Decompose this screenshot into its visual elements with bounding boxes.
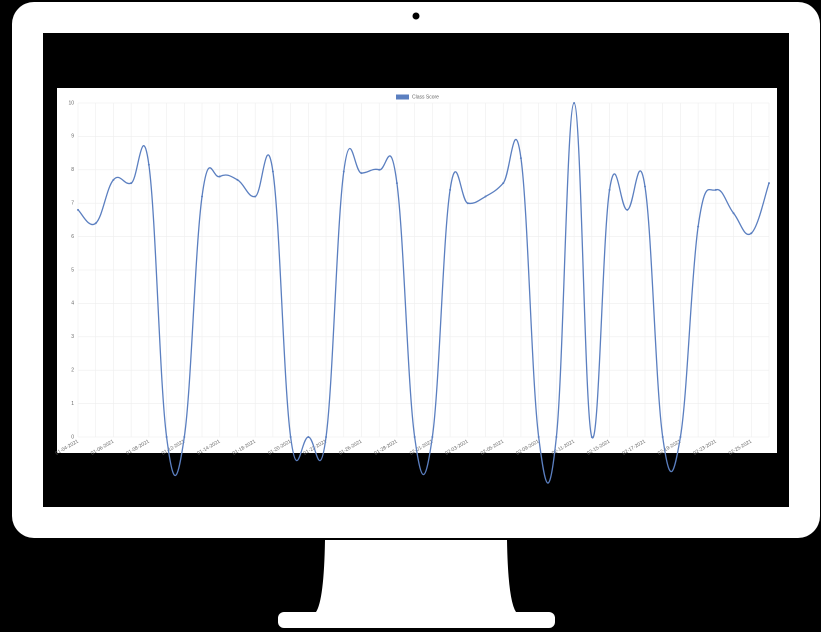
legend-label: Class Score: [412, 94, 439, 100]
y-tick-label: 6: [71, 234, 74, 240]
point: [254, 195, 257, 198]
point: [573, 102, 576, 104]
point: [750, 232, 753, 235]
point: [201, 195, 204, 198]
point: [307, 436, 310, 438]
point: [697, 225, 700, 228]
point: [714, 188, 717, 191]
point: [183, 436, 186, 438]
y-tick-label: 9: [71, 134, 74, 140]
monitor-base: [278, 612, 555, 628]
y-tick-label: 8: [71, 167, 74, 173]
point: [466, 202, 469, 205]
y-tick-label: 4: [71, 301, 74, 307]
point: [271, 170, 274, 173]
legend-swatch: [396, 94, 409, 100]
point: [643, 185, 646, 188]
point: [661, 436, 664, 438]
point: [165, 436, 168, 438]
y-tick-label: 1: [71, 401, 74, 407]
point: [484, 195, 487, 198]
point: [378, 168, 381, 171]
point: [608, 188, 611, 191]
point: [431, 436, 434, 438]
point: [325, 436, 328, 438]
point: [112, 178, 115, 181]
y-tick-label: 5: [71, 267, 74, 273]
point: [449, 188, 452, 191]
point: [679, 436, 682, 438]
point: [732, 212, 735, 215]
line: [77, 102, 770, 484]
y-tick-label: 3: [71, 334, 74, 340]
y-tick-label: 10: [68, 100, 74, 106]
point: [768, 182, 770, 185]
point: [94, 222, 97, 225]
point: [626, 208, 629, 211]
y-tick-label: 7: [71, 201, 74, 207]
point: [555, 436, 558, 438]
point: [590, 436, 593, 438]
point: [519, 157, 522, 160]
chart-area: [57, 88, 777, 453]
point: [537, 436, 540, 438]
point: [502, 182, 505, 185]
monitor-stand: [316, 540, 516, 612]
point: [395, 182, 398, 185]
point: [413, 436, 416, 438]
point: [289, 436, 292, 438]
point: [147, 163, 150, 166]
point: [342, 170, 345, 173]
point: [360, 172, 363, 175]
point: [218, 175, 221, 178]
camera: [412, 12, 420, 20]
point: [77, 208, 79, 211]
y-tick-label: 0: [71, 434, 74, 440]
point: [236, 178, 239, 181]
point: [130, 182, 133, 185]
y-tick-label: 2: [71, 368, 74, 374]
